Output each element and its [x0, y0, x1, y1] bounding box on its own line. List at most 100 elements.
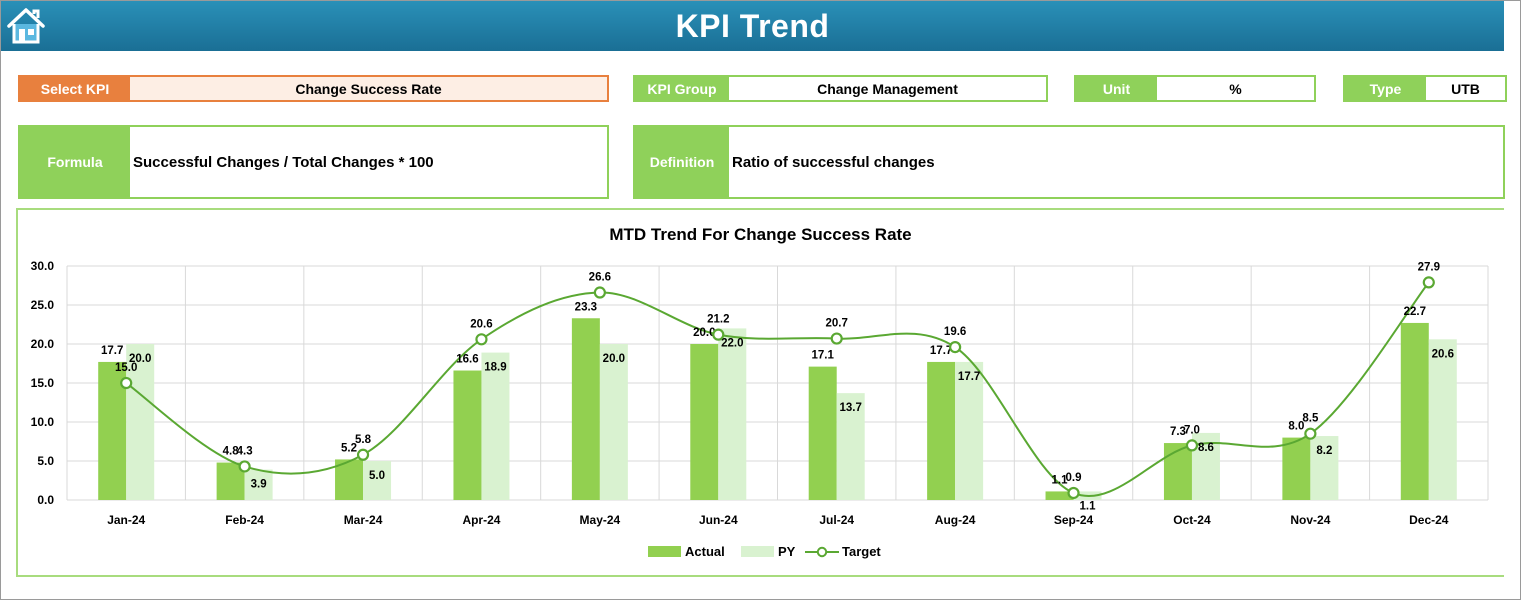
py-data-label: 1.1	[1080, 500, 1097, 512]
legend-py-label: PY	[778, 544, 796, 559]
actual-data-label: 17.1	[812, 350, 835, 362]
actual-data-label: 23.3	[575, 301, 597, 313]
definition-label: Definition	[635, 127, 729, 197]
y-tick-label: 10.0	[31, 415, 55, 429]
target-marker	[593, 286, 606, 299]
x-tick-label: Nov-24	[1290, 513, 1330, 527]
bar-py	[244, 469, 273, 500]
y-tick-label: 20.0	[31, 337, 55, 351]
target-data-label: 21.2	[707, 314, 729, 326]
py-data-label: 8.2	[1316, 445, 1332, 457]
actual-data-label: 16.6	[456, 354, 478, 366]
py-data-label: 3.9	[251, 479, 267, 491]
target-marker	[1422, 276, 1435, 289]
unit-value: %	[1229, 80, 1242, 97]
bar-py	[1428, 339, 1457, 500]
kpi-group-value: Change Management	[817, 80, 958, 97]
actual-data-label: 20.0	[693, 327, 715, 339]
kpi-group-label: KPI Group	[635, 77, 729, 100]
x-tick-label: Apr-24	[462, 513, 500, 527]
actual-data-label: 5.2	[341, 442, 357, 454]
legend-target-swatch	[805, 546, 839, 557]
target-marker	[238, 460, 251, 473]
target-data-label: 20.6	[470, 318, 492, 330]
target-marker	[1067, 486, 1080, 500]
formula-field: Formula Successful Changes / Total Chang…	[18, 125, 609, 199]
title-banner: KPI Trend	[1, 1, 1504, 51]
actual-data-label: 17.7	[101, 345, 123, 357]
target-data-label: 15.0	[115, 362, 137, 374]
legend-target-label: Target	[842, 544, 881, 559]
legend-target: Target	[804, 544, 881, 559]
y-tick-label: 15.0	[31, 376, 55, 390]
x-tick-label: Feb-24	[225, 513, 264, 527]
bar-py	[955, 361, 984, 500]
bar-actual	[1045, 491, 1074, 500]
actual-data-label: 4.8	[223, 446, 240, 458]
target-data-label: 8.5	[1302, 413, 1319, 425]
y-tick-label: 25.0	[31, 298, 55, 312]
unit-field: Unit %	[1074, 75, 1316, 102]
bar-actual	[927, 361, 956, 500]
py-data-label: 5.0	[369, 470, 385, 482]
target-marker	[949, 341, 962, 354]
target-data-label: 27.9	[1418, 261, 1440, 273]
x-tick-label: Jun-24	[699, 513, 738, 527]
target-data-label: 4.3	[237, 445, 253, 457]
x-tick-label: Sep-24	[1054, 513, 1094, 527]
formula-label: Formula	[20, 127, 130, 197]
legend-py-swatch	[741, 546, 774, 557]
definition-value: Ratio of successful changes	[732, 153, 935, 171]
home-icon[interactable]	[5, 5, 47, 47]
target-data-label: 0.9	[1066, 472, 1082, 484]
bar-actual	[1163, 443, 1192, 500]
target-marker	[830, 332, 843, 345]
target-marker	[712, 328, 725, 341]
formula-value: Successful Changes / Total Changes * 100	[133, 153, 434, 171]
py-data-label: 8.6	[1198, 442, 1214, 454]
target-line	[125, 281, 1430, 497]
x-tick-label: May-24	[580, 513, 621, 527]
unit-label: Unit	[1076, 77, 1157, 100]
bar-py	[836, 393, 865, 500]
y-tick-label: 5.0	[37, 454, 54, 468]
target-marker	[356, 448, 370, 461]
actual-data-label: 1.1	[1052, 474, 1069, 486]
actual-data-label: 8.0	[1288, 421, 1304, 433]
py-data-label: 13.7	[840, 402, 862, 414]
py-data-label: 20.0	[129, 353, 151, 365]
x-tick-label: Jan-24	[107, 513, 145, 527]
actual-data-label: 17.7	[930, 345, 952, 357]
legend-py: PY	[741, 544, 795, 559]
py-data-label: 20.0	[603, 353, 625, 365]
bar-py	[481, 352, 510, 500]
x-tick-label: Jul-24	[819, 513, 854, 527]
bar-actual	[808, 366, 837, 500]
target-marker	[475, 333, 488, 346]
target-data-label: 19.6	[944, 326, 966, 338]
legend-actual-label: Actual	[685, 544, 725, 559]
kpi-group-field: KPI Group Change Management	[633, 75, 1048, 102]
bar-py	[718, 328, 747, 500]
bar-actual	[1282, 437, 1311, 500]
target-marker	[1185, 439, 1199, 452]
x-tick-label: Oct-24	[1173, 513, 1211, 527]
legend-actual: Actual	[648, 544, 725, 559]
bar-py	[363, 461, 392, 500]
bar-py	[599, 344, 628, 500]
target-data-label: 7.0	[1184, 424, 1200, 436]
py-data-label: 22.0	[721, 337, 743, 349]
x-tick-label: Dec-24	[1409, 513, 1449, 527]
actual-data-label: 22.7	[1404, 306, 1426, 318]
target-marker	[1304, 427, 1317, 440]
target-data-label: 20.7	[826, 318, 848, 330]
bar-py	[1310, 436, 1339, 500]
select-kpi-field[interactable]: Select KPI Change Success Rate	[18, 75, 609, 102]
target-data-label: 5.8	[355, 434, 372, 446]
py-data-label: 18.9	[484, 362, 506, 374]
py-data-label: 20.6	[1432, 348, 1454, 360]
select-kpi-label: Select KPI	[20, 77, 130, 100]
select-kpi-value[interactable]: Change Success Rate	[130, 77, 607, 100]
page-title: KPI Trend	[675, 8, 830, 44]
